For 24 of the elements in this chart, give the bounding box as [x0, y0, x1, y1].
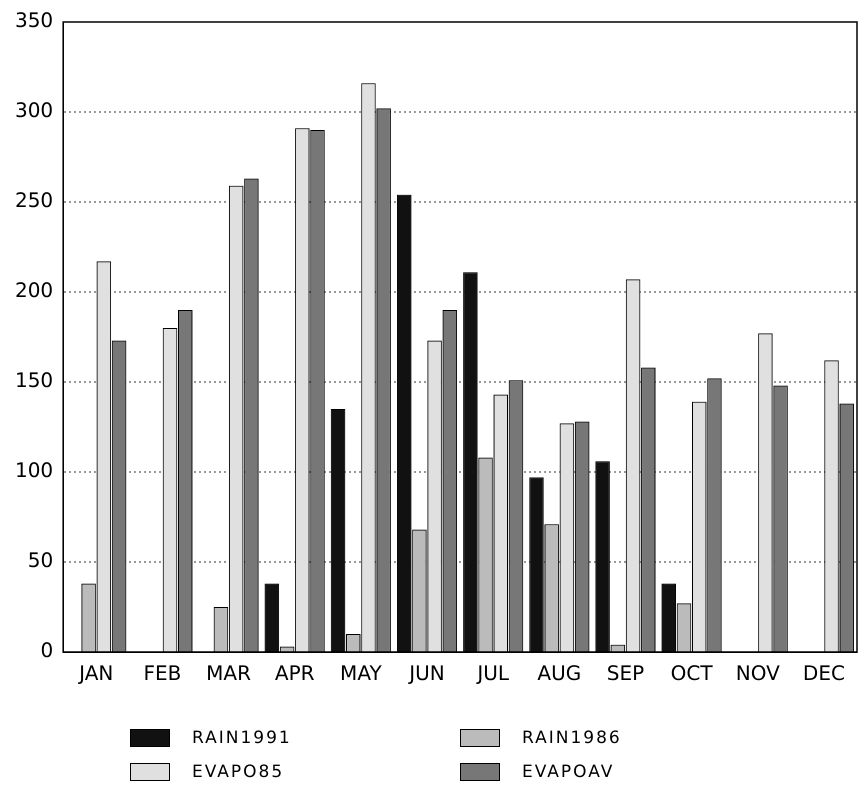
y-tick-label: 50: [28, 548, 54, 572]
x-tick-label: DEC: [802, 661, 845, 686]
legend-label: RAIN1991: [192, 728, 292, 748]
y-tick-label: 0: [40, 638, 54, 662]
x-tick-label: OCT: [670, 661, 714, 686]
x-tick-label: NOV: [736, 661, 780, 686]
y-tick-label: 300: [14, 98, 54, 122]
x-tick-label: JUL: [475, 661, 510, 686]
legend-label: EVAPOAV: [522, 762, 614, 782]
x-tick-label: SEP: [606, 661, 644, 686]
y-tick-label: 200: [14, 278, 54, 302]
y-tick-label: 350: [14, 8, 54, 32]
y-tick-label: 150: [14, 368, 54, 392]
x-tick-label: JAN: [77, 661, 114, 686]
x-tick-label: AUG: [537, 661, 582, 686]
legend-label: EVAPO85: [192, 762, 284, 782]
x-tick-label: JUN: [407, 661, 445, 686]
x-tick-label: APR: [274, 661, 315, 686]
x-tick-label: MAR: [206, 661, 252, 686]
x-tick-label: FEB: [143, 661, 182, 686]
y-tick-label: 100: [14, 458, 54, 482]
x-tick-label: MAY: [340, 661, 382, 686]
y-tick-label: 250: [14, 188, 54, 212]
legend-label: RAIN1986: [522, 728, 622, 748]
